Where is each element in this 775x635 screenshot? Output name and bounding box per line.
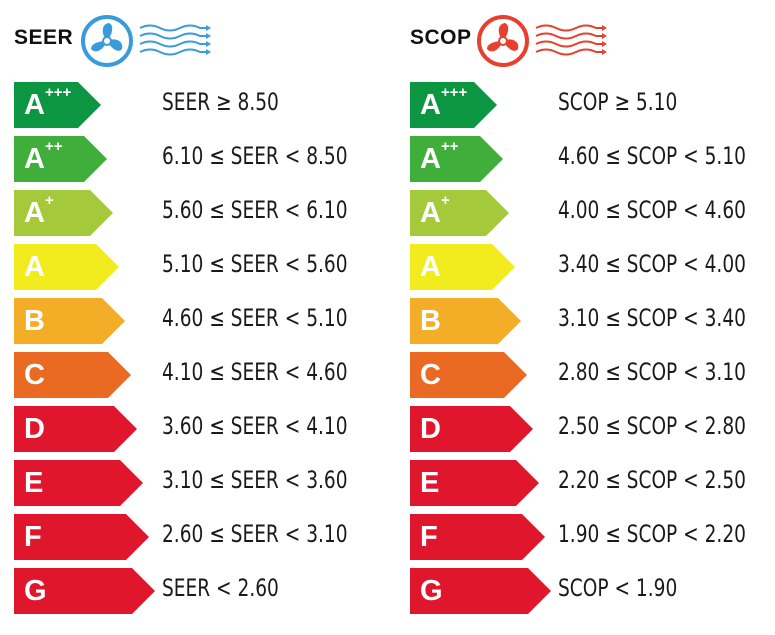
- energy-class-plus: ++: [44, 138, 63, 155]
- energy-class-row: F 2.60 ≤ SEER < 3.10: [14, 514, 379, 560]
- energy-class-row: E 2.20 ≤ SCOP < 2.50: [410, 460, 775, 506]
- scop-header: SCOP: [410, 14, 770, 67]
- energy-class-row: A+++ SCOP ≥ 5.10: [410, 82, 775, 128]
- energy-class-plus: ++: [440, 138, 459, 155]
- energy-class-plus: +++: [44, 84, 72, 101]
- energy-class-letter: A++: [420, 138, 459, 175]
- energy-class-row: G SEER < 2.60: [14, 568, 379, 614]
- energy-class-range: 2.80 ≤ SCOP < 3.10: [558, 358, 746, 386]
- seer-header: SEER: [14, 14, 374, 67]
- energy-class-range: 3.10 ≤ SCOP < 3.40: [558, 304, 746, 332]
- energy-class-range: 3.40 ≤ SCOP < 4.00: [558, 250, 746, 278]
- energy-class-letter: A++: [24, 138, 63, 175]
- airflow-icon: [534, 22, 614, 60]
- energy-class-range: 4.10 ≤ SEER < 4.60: [162, 358, 348, 386]
- scop-panel: SCOP A+++ SCOP ≥ 5.10 A++ 4.60 ≤ SCOP < 5.1…: [396, 0, 775, 635]
- energy-class-letter: A: [420, 251, 441, 283]
- energy-class-arrow: C: [14, 352, 131, 398]
- energy-class-range: SCOP < 1.90: [558, 574, 678, 602]
- energy-class-row: C 2.80 ≤ SCOP < 3.10: [410, 352, 775, 398]
- energy-class-arrow: A++: [410, 136, 503, 182]
- fan-icon: [476, 14, 530, 68]
- energy-class-letter: D: [420, 413, 441, 445]
- energy-class-arrow: A+: [410, 190, 509, 236]
- energy-class-arrow: B: [14, 298, 125, 344]
- energy-class-range: 2.50 ≤ SCOP < 2.80: [558, 412, 746, 440]
- energy-class-row: F 1.90 ≤ SCOP < 2.20: [410, 514, 775, 560]
- energy-class-row: B 4.60 ≤ SEER < 5.10: [14, 298, 379, 344]
- energy-class-row: D 3.60 ≤ SEER < 4.10: [14, 406, 379, 452]
- energy-class-row: A+ 5.60 ≤ SEER < 6.10: [14, 190, 379, 236]
- energy-class-row: D 2.50 ≤ SCOP < 2.80: [410, 406, 775, 452]
- energy-class-arrow: A+++: [410, 82, 497, 128]
- energy-class-range: 5.10 ≤ SEER < 5.60: [162, 250, 348, 278]
- energy-class-range: 4.60 ≤ SEER < 5.10: [162, 304, 348, 332]
- energy-class-row: A++ 6.10 ≤ SEER < 8.50: [14, 136, 379, 182]
- energy-class-arrow: B: [410, 298, 521, 344]
- seer-panel: SEER A+++ SEER ≥ 8.50 A++ 6.10 ≤ SEER < 8.5…: [0, 0, 380, 635]
- energy-class-row: A 5.10 ≤ SEER < 5.60: [14, 244, 379, 290]
- energy-class-letter: E: [420, 467, 440, 499]
- energy-class-row: C 4.10 ≤ SEER < 4.60: [14, 352, 379, 398]
- energy-class-letter: A: [24, 251, 45, 283]
- energy-class-plus: +: [44, 192, 54, 209]
- energy-class-arrow: D: [14, 406, 137, 452]
- energy-class-arrow: A+: [14, 190, 113, 236]
- energy-class-arrow: C: [410, 352, 527, 398]
- energy-class-arrow: E: [14, 460, 143, 506]
- energy-class-row: G SCOP < 1.90: [410, 568, 775, 614]
- energy-class-letter: C: [420, 359, 441, 391]
- energy-class-letter: A+++: [24, 84, 72, 121]
- energy-class-range: 5.60 ≤ SEER < 6.10: [162, 196, 348, 224]
- energy-class-arrow: A: [410, 244, 515, 290]
- energy-class-row: B 3.10 ≤ SCOP < 3.40: [410, 298, 775, 344]
- energy-class-row: A+++ SEER ≥ 8.50: [14, 82, 379, 128]
- energy-class-plus: +: [440, 192, 450, 209]
- energy-class-range: 6.10 ≤ SEER < 8.50: [162, 142, 348, 170]
- energy-class-range: 3.10 ≤ SEER < 3.60: [162, 466, 348, 494]
- energy-class-range: 2.60 ≤ SEER < 3.10: [162, 520, 348, 548]
- energy-class-range: 4.60 ≤ SCOP < 5.10: [558, 142, 746, 170]
- energy-class-letter: C: [24, 359, 45, 391]
- energy-class-letter: A+: [420, 192, 450, 229]
- energy-class-row: A++ 4.60 ≤ SCOP < 5.10: [410, 136, 775, 182]
- energy-class-row: A 3.40 ≤ SCOP < 4.00: [410, 244, 775, 290]
- energy-class-arrow: F: [410, 514, 545, 560]
- energy-class-letter: A+: [24, 192, 54, 229]
- energy-class-arrow: A+++: [14, 82, 101, 128]
- energy-class-range: 4.00 ≤ SCOP < 4.60: [558, 196, 746, 224]
- energy-class-letter: F: [24, 521, 42, 553]
- energy-class-arrow: G: [410, 568, 551, 614]
- airflow-icon: [138, 22, 218, 60]
- energy-class-letter: B: [420, 305, 441, 337]
- energy-class-letter: G: [24, 575, 47, 607]
- energy-class-row: E 3.10 ≤ SEER < 3.60: [14, 460, 379, 506]
- energy-class-range: 3.60 ≤ SEER < 4.10: [162, 412, 348, 440]
- energy-class-letter: B: [24, 305, 45, 337]
- energy-class-range: SCOP ≥ 5.10: [558, 88, 678, 116]
- energy-class-arrow: A++: [14, 136, 107, 182]
- energy-class-arrow: A: [14, 244, 119, 290]
- energy-class-arrow: D: [410, 406, 533, 452]
- seer-title: SEER: [14, 26, 74, 49]
- energy-class-letter: E: [24, 467, 44, 499]
- energy-class-letter: G: [420, 575, 443, 607]
- energy-class-range: 1.90 ≤ SCOP < 2.20: [558, 520, 746, 548]
- energy-class-range: 2.20 ≤ SCOP < 2.50: [558, 466, 746, 494]
- energy-class-range: SEER ≥ 8.50: [162, 88, 279, 116]
- energy-class-letter: A+++: [420, 84, 468, 121]
- energy-class-letter: F: [420, 521, 438, 553]
- energy-class-range: SEER < 2.60: [162, 574, 279, 602]
- energy-class-plus: +++: [440, 84, 468, 101]
- energy-class-arrow: F: [14, 514, 149, 560]
- energy-class-letter: D: [24, 413, 45, 445]
- energy-class-row: A+ 4.00 ≤ SCOP < 4.60: [410, 190, 775, 236]
- fan-icon: [80, 14, 134, 68]
- energy-class-arrow: G: [14, 568, 155, 614]
- energy-class-arrow: E: [410, 460, 539, 506]
- scop-title: SCOP: [410, 26, 472, 49]
